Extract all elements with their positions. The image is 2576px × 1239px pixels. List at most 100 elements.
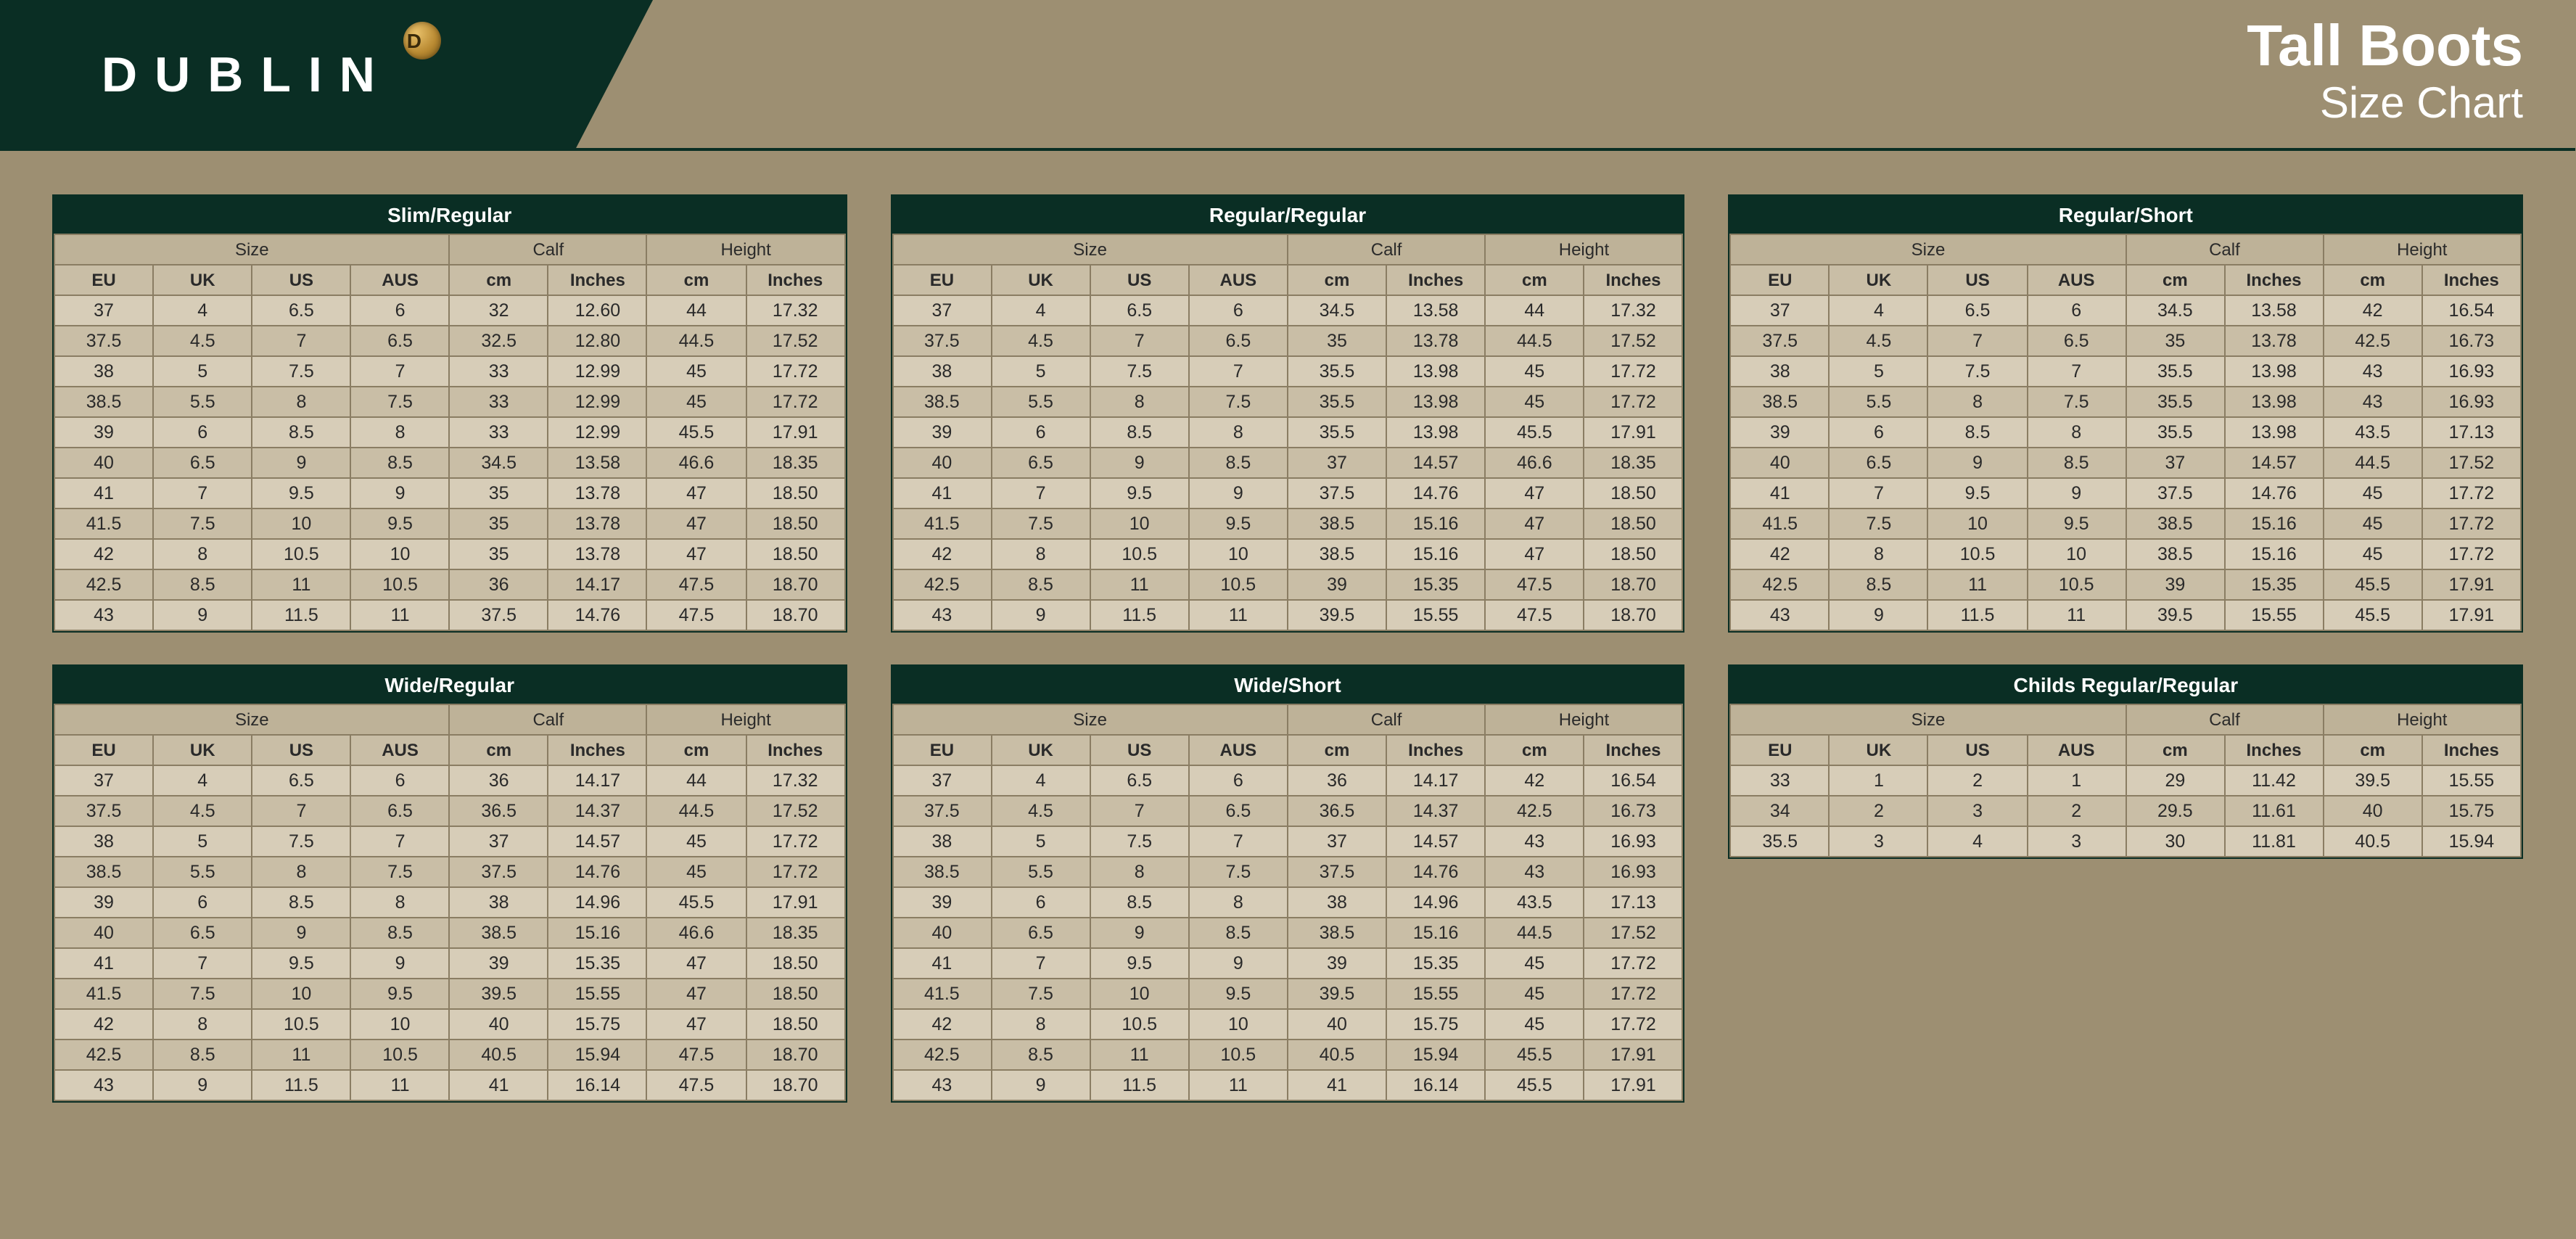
table-row: 43911.5114116.1447.518.70	[54, 1070, 844, 1100]
cell: 8.5	[350, 918, 449, 948]
cell: 35.5	[1288, 387, 1386, 417]
group-header-height: Height	[1485, 234, 1682, 265]
cell: 43	[892, 600, 991, 630]
table-row: 42810.5103513.784718.50	[54, 539, 844, 569]
cell: 17.32	[746, 765, 844, 796]
cell: 8	[1830, 539, 1928, 569]
cell: 9.5	[350, 509, 449, 539]
table-row: 3746.563614.174216.54	[892, 765, 1682, 796]
cell: 39.5	[1288, 979, 1386, 1009]
cell: 10.5	[252, 539, 350, 569]
cell: 45	[647, 387, 746, 417]
cell: 18.70	[746, 600, 844, 630]
cell: 7.5	[350, 857, 449, 887]
cell: 45	[1485, 387, 1584, 417]
cell: 39	[1731, 417, 1830, 448]
cell: 38.5	[892, 387, 991, 417]
cell: 12.99	[548, 387, 647, 417]
column-header-cm: cm	[2324, 735, 2422, 765]
cell: 8	[1928, 387, 2027, 417]
table-row: 3968.5835.513.9845.517.91	[892, 417, 1682, 448]
column-header-us: US	[252, 265, 350, 295]
cell: 11	[1090, 569, 1189, 600]
cell: 7.5	[2027, 387, 2126, 417]
cell: 10	[252, 509, 350, 539]
table-row: 3746.5634.513.584417.32	[892, 295, 1682, 326]
table-row: 43911.51137.514.7647.518.70	[54, 600, 844, 630]
size-table: Childs Regular/RegularSizeCalfHeightEUUK…	[1729, 664, 2523, 859]
cell: 17.72	[746, 826, 844, 857]
group-header-calf: Calf	[450, 234, 647, 265]
cell: 14.17	[548, 765, 647, 796]
table-row: 43911.51139.515.5545.517.91	[1731, 600, 2521, 630]
cell: 37.5	[54, 326, 153, 356]
column-header-cm: cm	[1288, 265, 1386, 295]
cell: 8.5	[1830, 569, 1928, 600]
cell: 11	[350, 1070, 449, 1100]
cell: 43	[54, 600, 153, 630]
cell: 9.5	[252, 948, 350, 979]
table-row: 3857.573312.994517.72	[54, 356, 844, 387]
size-table: Slim/RegularSizeCalfHeightEUUKUSAUScmInc…	[52, 194, 847, 633]
cell: 47	[1485, 539, 1584, 569]
cell: 45	[1485, 979, 1584, 1009]
cell: 6	[1189, 765, 1288, 796]
column-header-aus: AUS	[2027, 265, 2126, 295]
cell: 7.5	[252, 356, 350, 387]
cell: 17.13	[2422, 417, 2521, 448]
cell: 6	[350, 295, 449, 326]
cell: 34.5	[2126, 295, 2224, 326]
cell: 8	[153, 1009, 252, 1040]
cell: 4.5	[991, 326, 1090, 356]
column-header-aus: AUS	[2027, 735, 2126, 765]
table-row: 38.55.587.53312.994517.72	[54, 387, 844, 417]
cell: 43	[2324, 356, 2422, 387]
column-header-inches: Inches	[548, 735, 647, 765]
cell: 13.98	[1386, 387, 1485, 417]
cell: 7.5	[1090, 826, 1189, 857]
cell: 17.72	[746, 356, 844, 387]
table-row: 42810.51038.515.164517.72	[1731, 539, 2521, 569]
cell: 6.5	[991, 448, 1090, 478]
cell: 7.5	[153, 979, 252, 1009]
cell: 40	[1731, 448, 1830, 478]
cell: 42.5	[54, 1040, 153, 1070]
table-row: 43911.5114116.1445.517.91	[892, 1070, 1682, 1100]
cell: 15.16	[2224, 539, 2323, 569]
cell: 4.5	[153, 796, 252, 826]
cell: 16.73	[1584, 796, 1682, 826]
cell: 46.6	[647, 918, 746, 948]
cell: 17.72	[1584, 1009, 1682, 1040]
cell: 8	[2027, 417, 2126, 448]
cell: 3	[1928, 796, 2027, 826]
cell: 17.52	[1584, 918, 1682, 948]
cell: 41.5	[892, 509, 991, 539]
cell: 8.5	[1090, 417, 1189, 448]
cell: 7	[1090, 326, 1189, 356]
cell: 37	[892, 295, 991, 326]
cell: 17.72	[2422, 539, 2521, 569]
cell: 37	[450, 826, 548, 857]
cell: 11	[252, 569, 350, 600]
cell: 10	[252, 979, 350, 1009]
cell: 18.50	[746, 478, 844, 509]
cell: 33	[450, 417, 548, 448]
cell: 8.5	[991, 569, 1090, 600]
cell: 10.5	[1189, 1040, 1288, 1070]
cell: 45	[647, 857, 746, 887]
page-title: Tall Boots	[2247, 15, 2523, 80]
cell: 15.94	[548, 1040, 647, 1070]
cell: 42	[1485, 765, 1584, 796]
cell: 8	[1090, 387, 1189, 417]
cell: 32	[450, 295, 548, 326]
group-header-calf: Calf	[2126, 234, 2323, 265]
cell: 7	[1189, 826, 1288, 857]
cell: 6	[1830, 417, 1928, 448]
cell: 10.5	[350, 1040, 449, 1070]
page: DUBLIN D Tall Boots Size Chart Slim/Regu…	[0, 0, 2575, 1239]
table-row: 41.57.5109.538.515.164517.72	[1731, 509, 2521, 539]
cell: 38.5	[2126, 539, 2224, 569]
table-row: 3968.583814.9645.517.91	[54, 887, 844, 918]
cell: 38	[892, 356, 991, 387]
cell: 6	[350, 765, 449, 796]
